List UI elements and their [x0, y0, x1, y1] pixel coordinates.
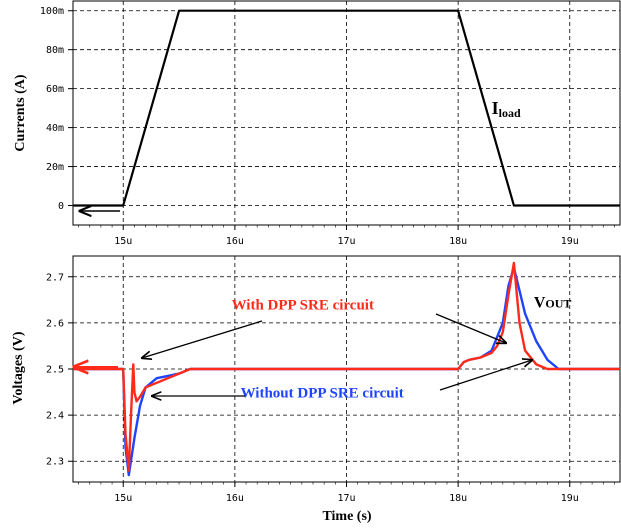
- iload-sub: load: [499, 106, 521, 120]
- voltage-x-tick-label: 17u: [337, 493, 355, 504]
- iload-main: I: [492, 98, 499, 118]
- voltage-y-tick-label: 2.6: [46, 318, 64, 329]
- voltage-x-tick-label: 15u: [114, 493, 132, 504]
- voltage-axis-label: Voltages (V): [11, 331, 26, 404]
- current-x-tick-label: 19u: [561, 236, 579, 247]
- voltage-series: [73, 261, 620, 477]
- voltage-x-tick-label: 19u: [561, 493, 579, 504]
- current-y-tick-label: 20m: [46, 162, 64, 173]
- current-axis-label: Currents (A): [13, 74, 28, 151]
- current-y-ticks: 0 20m 40m 60m 80m 100m: [40, 6, 73, 212]
- with-sre-annotation: With DPP SRE circuit: [232, 298, 374, 314]
- voltage-y-tick-label: 2.7: [46, 272, 64, 283]
- current-series: [73, 9, 620, 207]
- current-panel: 0 20m 40m 60m 80m 100m 15u 16u 17u 18u 19u Curren…: [13, 0, 621, 247]
- voltage-panel: 2.3 2.4 2.5 2.6 2.7 15u 16u 17u 18u 19u Voltages…: [11, 255, 621, 524]
- current-y-tick-label: 40m: [46, 123, 64, 134]
- voltage-series-line-1: [73, 261, 620, 472]
- voltage-grid: [73, 256, 620, 482]
- without-sre-arrow-right: [439, 360, 532, 391]
- voltage-x-ticks: 15u 16u 17u 18u 19u: [78, 482, 615, 504]
- current-x-tick-label: 15u: [114, 236, 132, 247]
- voltage-y-tick-label: 2.3: [46, 457, 64, 468]
- current-x-ticks: 15u 16u 17u 18u 19u: [78, 225, 615, 247]
- voltage-y-tick-label: 2.5: [46, 365, 64, 376]
- without-sre-annotation: Without DPP SRE circuit: [241, 385, 404, 401]
- with-sre-arrow-right: [435, 313, 506, 343]
- current-x-tick-label: 16u: [226, 236, 244, 247]
- voltage-y-ticks: 2.3 2.4 2.5 2.6 2.7: [46, 272, 73, 468]
- with-sre-arrow-left: [142, 320, 263, 358]
- current-grid: [73, 1, 620, 225]
- iload-annotation: Iload: [492, 98, 521, 120]
- time-axis-label: Time (s): [322, 509, 371, 524]
- current-y-tick-label: 80m: [46, 45, 64, 56]
- current-y-tick-label: 0: [58, 201, 64, 212]
- current-series-line-0: [73, 9, 620, 207]
- vout-main: V: [534, 294, 546, 311]
- current-x-tick-label: 17u: [337, 236, 355, 247]
- vout-annotation: VOUT: [534, 294, 572, 311]
- current-y-tick-label: 100m: [40, 6, 64, 17]
- voltage-x-tick-label: 16u: [226, 493, 244, 504]
- current-y-tick-label: 60m: [46, 84, 64, 95]
- voltage-x-tick-label: 18u: [449, 493, 467, 504]
- vout-sub: OUT: [545, 296, 571, 310]
- current-x-tick-label: 18u: [449, 236, 467, 247]
- voltage-y-tick-label: 2.4: [46, 411, 64, 422]
